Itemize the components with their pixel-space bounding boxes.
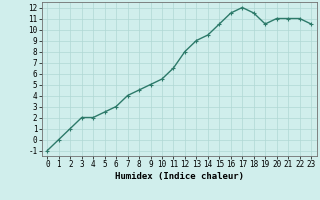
X-axis label: Humidex (Indice chaleur): Humidex (Indice chaleur) <box>115 172 244 181</box>
